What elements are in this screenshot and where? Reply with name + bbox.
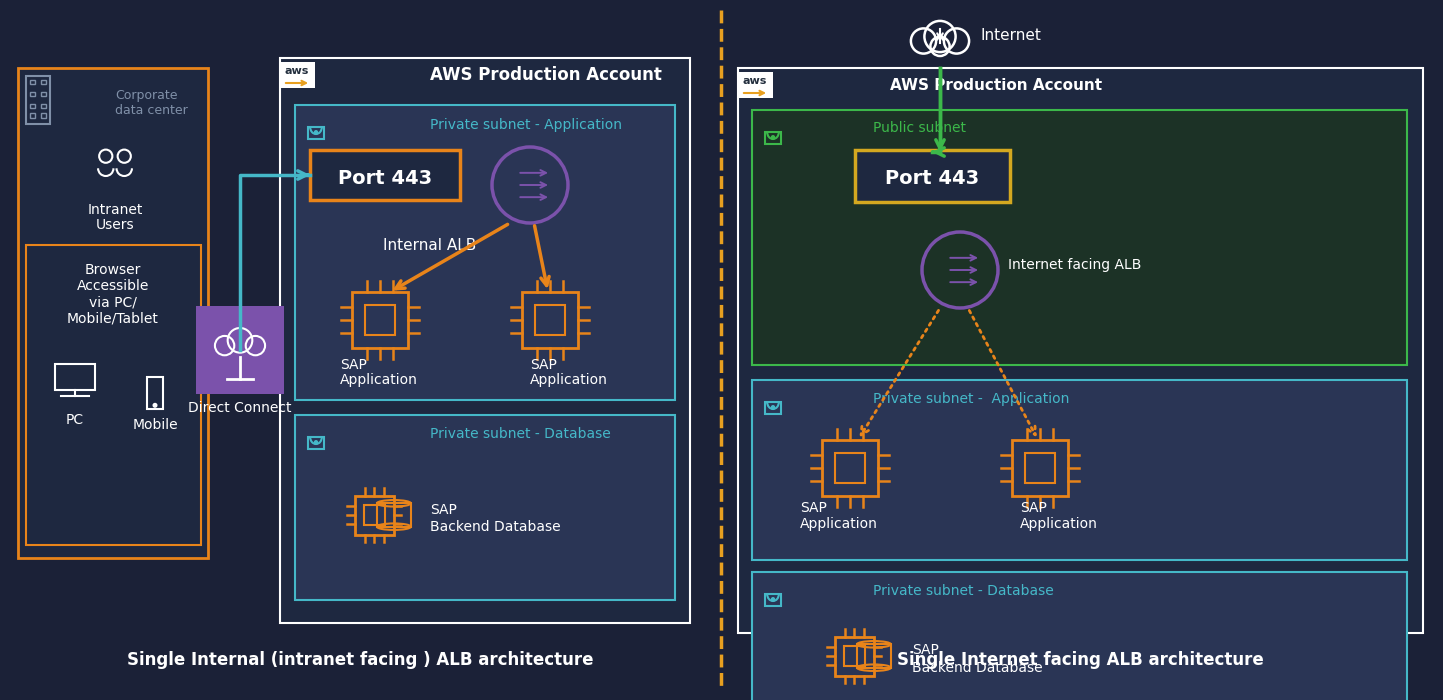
Text: Application: Application <box>530 373 608 387</box>
Bar <box>280 58 690 623</box>
Text: data center: data center <box>115 104 188 116</box>
Bar <box>355 496 394 535</box>
Bar <box>55 364 95 390</box>
Text: Backend Database: Backend Database <box>912 661 1043 675</box>
Circle shape <box>772 136 775 139</box>
Bar <box>40 113 46 118</box>
Text: AWS Production Account: AWS Production Account <box>890 78 1102 92</box>
Bar <box>522 292 579 348</box>
Circle shape <box>315 441 317 444</box>
Bar <box>26 245 201 545</box>
Circle shape <box>772 406 775 409</box>
Bar <box>844 646 864 666</box>
Bar <box>278 62 315 88</box>
Text: Accessible: Accessible <box>76 279 149 293</box>
Text: aws: aws <box>284 66 309 76</box>
Text: Application: Application <box>1020 517 1098 531</box>
Circle shape <box>153 403 157 407</box>
Text: SAP: SAP <box>912 643 939 657</box>
Bar <box>752 380 1407 560</box>
Text: aws: aws <box>743 76 768 86</box>
Text: AWS Production Account: AWS Production Account <box>430 66 662 84</box>
Text: SAP: SAP <box>430 503 457 517</box>
Bar <box>352 292 408 348</box>
Text: Backend Database: Backend Database <box>430 520 561 534</box>
Bar <box>856 150 1010 202</box>
Bar <box>765 594 781 606</box>
Bar <box>1012 440 1068 496</box>
Bar <box>40 80 46 85</box>
Bar <box>30 92 35 97</box>
Text: Private subnet - Database: Private subnet - Database <box>430 427 610 441</box>
Text: Mobile/Tablet: Mobile/Tablet <box>66 311 159 325</box>
Text: via PC/: via PC/ <box>89 295 137 309</box>
Text: Port 443: Port 443 <box>885 169 978 188</box>
Text: Direct Connect: Direct Connect <box>188 401 291 415</box>
Bar <box>535 305 564 335</box>
Text: SAP: SAP <box>1020 501 1046 515</box>
Bar <box>30 104 35 108</box>
Bar <box>364 505 384 525</box>
Bar <box>30 80 35 85</box>
Text: Single Internet facing ALB architecture: Single Internet facing ALB architecture <box>896 651 1264 669</box>
Bar <box>310 150 460 200</box>
Text: Intranet: Intranet <box>88 203 143 217</box>
Text: Mobile: Mobile <box>133 418 177 432</box>
Text: Browser: Browser <box>85 263 141 277</box>
Bar <box>737 72 773 98</box>
Bar <box>835 454 864 482</box>
Text: SAP: SAP <box>799 501 827 515</box>
Bar <box>823 440 877 496</box>
Text: Users: Users <box>95 218 134 232</box>
Text: Port 443: Port 443 <box>338 169 431 188</box>
Bar <box>309 127 323 139</box>
Text: SAP: SAP <box>341 358 367 372</box>
Bar <box>752 572 1407 700</box>
Bar <box>26 76 51 124</box>
Circle shape <box>772 598 775 601</box>
Text: Private subnet - Database: Private subnet - Database <box>873 584 1053 598</box>
Bar <box>309 437 323 449</box>
Bar <box>752 110 1407 365</box>
Bar <box>377 503 411 526</box>
Bar <box>40 104 46 108</box>
Bar <box>765 132 781 144</box>
Text: PC: PC <box>66 413 84 427</box>
Circle shape <box>315 131 317 134</box>
Text: Internal ALB: Internal ALB <box>384 237 476 253</box>
Bar <box>737 68 1423 633</box>
Text: Single Internal (intranet facing ) ALB architecture: Single Internal (intranet facing ) ALB a… <box>127 651 593 669</box>
Bar <box>365 305 394 335</box>
Text: Public subnet: Public subnet <box>873 121 965 135</box>
Bar <box>294 415 675 600</box>
Text: Private subnet -  Application: Private subnet - Application <box>873 392 1069 406</box>
Text: Internet: Internet <box>980 27 1040 43</box>
Bar <box>17 68 208 558</box>
Text: Application: Application <box>799 517 877 531</box>
Bar <box>147 377 163 410</box>
Text: Corporate: Corporate <box>115 88 177 102</box>
Bar <box>857 644 890 668</box>
Text: SAP: SAP <box>530 358 557 372</box>
Bar <box>765 402 781 414</box>
Bar <box>294 105 675 400</box>
Bar <box>196 306 284 394</box>
Text: Private subnet - Application: Private subnet - Application <box>430 118 622 132</box>
Text: Internet facing ALB: Internet facing ALB <box>1009 258 1141 272</box>
Bar <box>40 92 46 97</box>
Bar <box>1026 454 1055 482</box>
Bar <box>835 636 874 676</box>
Text: Application: Application <box>341 373 418 387</box>
Bar <box>30 113 35 118</box>
